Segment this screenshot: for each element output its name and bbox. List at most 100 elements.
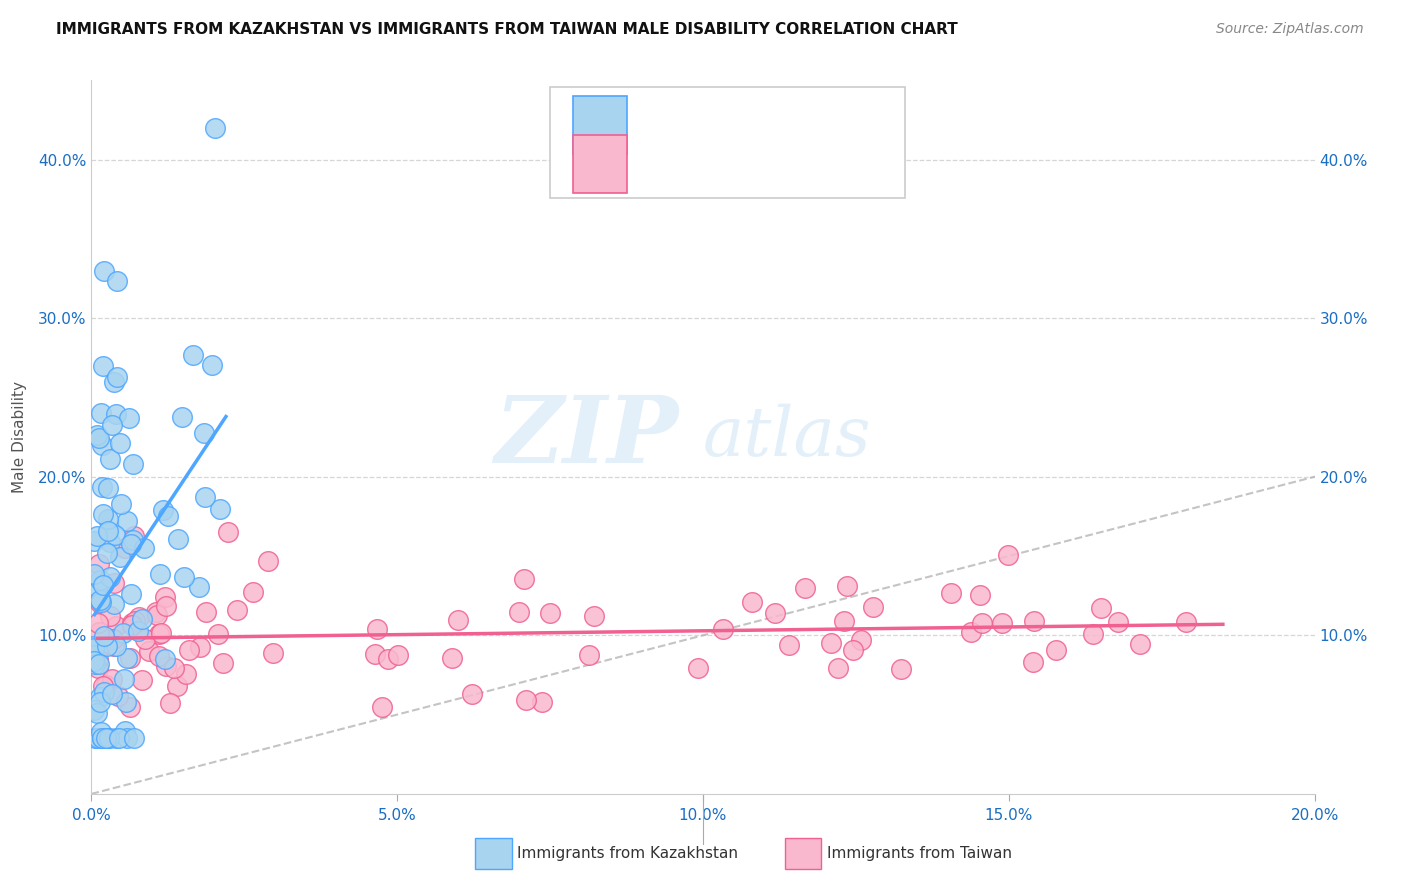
Point xyxy=(242,584,264,599)
Point xyxy=(170,409,193,424)
Point xyxy=(941,586,963,600)
Point xyxy=(1175,615,1198,630)
Point xyxy=(83,566,105,581)
Point xyxy=(83,533,105,548)
Point xyxy=(90,731,112,746)
Point xyxy=(103,576,125,591)
Point xyxy=(441,650,464,665)
Point xyxy=(89,695,111,709)
Point xyxy=(120,537,142,551)
Point xyxy=(83,654,105,668)
Point xyxy=(134,632,156,646)
Point xyxy=(890,662,912,676)
Point xyxy=(179,643,201,657)
Point xyxy=(990,616,1012,631)
Point xyxy=(97,511,120,525)
Point xyxy=(194,605,217,619)
Point xyxy=(96,546,118,560)
Point xyxy=(212,656,235,670)
Point xyxy=(849,633,872,648)
Point xyxy=(188,580,211,594)
Point xyxy=(204,120,226,135)
Point xyxy=(582,608,605,623)
Point xyxy=(163,661,186,675)
Point xyxy=(122,529,145,543)
Point xyxy=(842,642,865,657)
Point xyxy=(686,660,709,674)
Point xyxy=(83,648,105,662)
Point xyxy=(513,573,536,587)
Point xyxy=(181,348,204,362)
Point xyxy=(969,588,991,602)
Point xyxy=(103,639,125,653)
Point xyxy=(166,679,188,693)
Point xyxy=(121,615,143,630)
Point xyxy=(115,515,138,529)
Point xyxy=(108,436,131,450)
Point xyxy=(149,625,172,640)
Point xyxy=(105,274,128,288)
Point xyxy=(765,606,787,620)
Point xyxy=(96,678,118,692)
Point xyxy=(122,731,145,746)
Point xyxy=(86,580,108,594)
Point xyxy=(207,627,229,641)
Point xyxy=(89,593,111,607)
Point xyxy=(201,358,224,372)
Point xyxy=(174,667,197,681)
Point xyxy=(96,481,118,495)
Text: R =: R = xyxy=(638,155,673,173)
Point xyxy=(159,696,181,710)
Point xyxy=(149,567,172,582)
Point xyxy=(832,614,855,628)
Point xyxy=(86,616,108,631)
Text: 0.076: 0.076 xyxy=(693,155,756,173)
Point xyxy=(132,541,155,556)
Point xyxy=(217,525,239,540)
Point xyxy=(115,651,138,665)
Point xyxy=(538,606,561,620)
Text: Source: ZipAtlas.com: Source: ZipAtlas.com xyxy=(1216,22,1364,37)
Point xyxy=(188,640,211,655)
Point xyxy=(131,673,153,687)
Point xyxy=(83,657,105,671)
Point xyxy=(114,541,136,555)
Point xyxy=(86,528,108,542)
Point xyxy=(257,554,280,568)
Text: Immigrants from Kazakhstan: Immigrants from Kazakhstan xyxy=(517,847,738,861)
Point xyxy=(87,431,110,445)
Point xyxy=(90,725,112,739)
Point xyxy=(208,502,231,516)
Point xyxy=(1045,642,1067,657)
Point xyxy=(131,612,153,626)
Point xyxy=(86,731,108,746)
Point xyxy=(87,625,110,640)
Text: N =: N = xyxy=(783,116,830,135)
Text: 90: 90 xyxy=(844,116,869,135)
Point xyxy=(997,549,1019,563)
Point xyxy=(124,614,146,628)
Point xyxy=(371,699,394,714)
Point xyxy=(121,617,143,632)
Point xyxy=(105,619,128,633)
Point xyxy=(98,731,121,746)
Point xyxy=(387,648,409,662)
Point xyxy=(98,608,121,623)
Point xyxy=(98,535,121,549)
Point xyxy=(120,651,142,665)
Point xyxy=(515,692,537,706)
Point xyxy=(1090,601,1112,615)
Point xyxy=(262,646,284,660)
Point xyxy=(148,648,170,663)
Point xyxy=(578,648,600,662)
Point xyxy=(105,639,128,653)
Text: IMMIGRANTS FROM KAZAKHSTAN VS IMMIGRANTS FROM TAIWAN MALE DISABILITY CORRELATION: IMMIGRANTS FROM KAZAKHSTAN VS IMMIGRANTS… xyxy=(56,22,957,37)
Point xyxy=(960,624,983,639)
Text: ZIP: ZIP xyxy=(495,392,679,482)
Point xyxy=(89,573,111,587)
Point xyxy=(89,557,111,571)
Y-axis label: Male Disability: Male Disability xyxy=(11,381,27,493)
Point xyxy=(104,527,127,541)
Point xyxy=(827,661,849,675)
Point xyxy=(86,661,108,675)
